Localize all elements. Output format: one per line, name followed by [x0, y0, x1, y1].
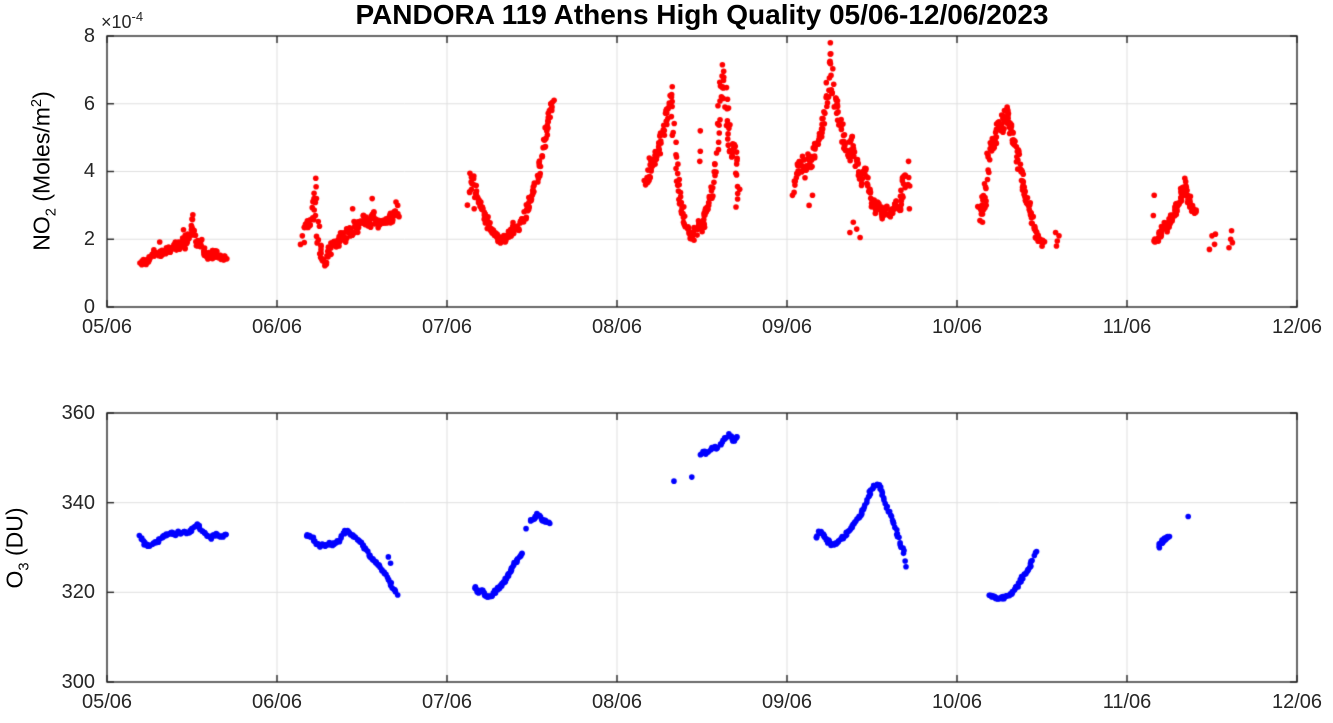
- y-tick-label: 6: [83, 93, 95, 115]
- x-tick-label: 06/06: [251, 316, 303, 338]
- x-tick-label: 05/06: [81, 316, 133, 338]
- y-tick-label: 360: [61, 402, 95, 424]
- no2-plot-area: [107, 36, 1297, 307]
- x-tick-label: 07/06: [421, 691, 473, 713]
- x-tick-label: 09/06: [761, 316, 813, 338]
- x-tick-label: 11/06: [1102, 316, 1152, 338]
- top-y-axis-offset-label: ×10-4: [101, 6, 143, 33]
- offset-exponent: -4: [131, 9, 144, 24]
- x-tick-label: 05/06: [81, 691, 133, 713]
- x-tick-label: 10/06: [931, 691, 983, 713]
- x-tick-label: 12/06: [1271, 316, 1323, 338]
- x-tick-label: 08/06: [591, 316, 643, 338]
- offset-base: ×10: [101, 12, 132, 32]
- x-tick-label: 06/06: [251, 691, 303, 713]
- x-tick-label: 12/06: [1271, 691, 1323, 713]
- o3-plot-area: [107, 413, 1297, 682]
- x-tick-label: 11/06: [1102, 691, 1152, 713]
- x-tick-label: 08/06: [591, 691, 643, 713]
- x-tick-label: 07/06: [421, 316, 473, 338]
- y-tick-label: 300: [61, 671, 95, 693]
- bottom-y-axis-label: O3 (DU): [1, 507, 33, 589]
- y-tick-label: 2: [83, 228, 95, 250]
- y-tick-label: 4: [83, 160, 95, 182]
- y-tick-label: 8: [83, 25, 95, 47]
- x-tick-label: 10/06: [931, 316, 983, 338]
- y-tick-label: 0: [83, 296, 95, 318]
- y-tick-label: 340: [61, 492, 95, 514]
- x-tick-label: 09/06: [761, 691, 813, 713]
- figure-title: PANDORA 119 Athens High Quality 05/06-12…: [355, 0, 1049, 30]
- y-tick-label: 320: [61, 581, 95, 603]
